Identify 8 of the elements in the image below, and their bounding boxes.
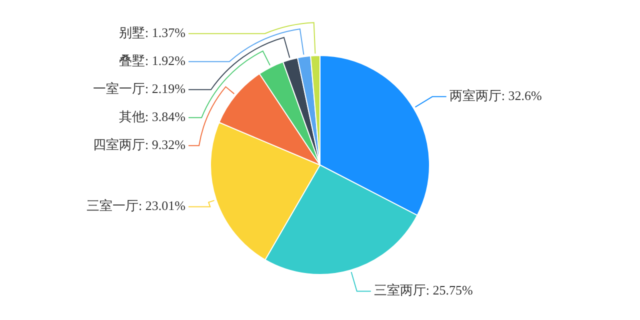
slice-label: 四室两厅: 9.32%: [93, 137, 186, 152]
slice-label: 叠墅: 1.92%: [119, 53, 186, 68]
slice-label: 三室两厅: 25.75%: [374, 282, 473, 298]
slice-label: 三室一厅: 23.01%: [86, 198, 186, 214]
slice-label: 其他: 3.84%: [119, 109, 186, 124]
slice-label: 一室一厅: 2.19%: [93, 81, 186, 96]
slice-label: 别墅: 1.37%: [119, 25, 186, 40]
slice-label: 两室两厅: 32.6%: [449, 88, 542, 104]
